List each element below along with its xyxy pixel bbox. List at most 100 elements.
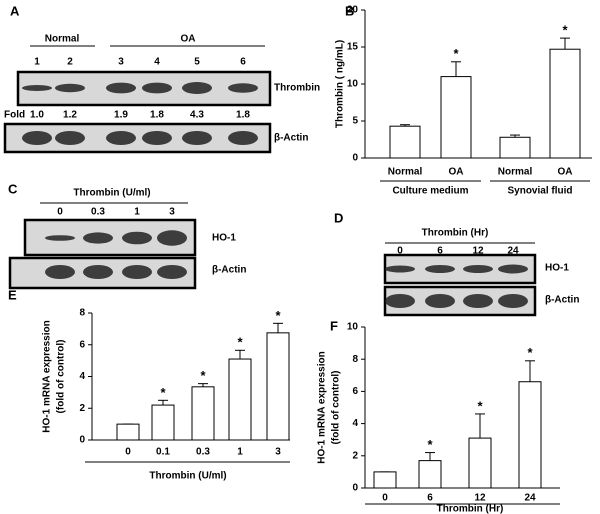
panel-label: C	[8, 181, 18, 196]
row-label: Thrombin	[274, 83, 320, 94]
fold-label: Fold	[4, 110, 25, 121]
panel-label: B	[345, 3, 354, 18]
blot-title: Thrombin (U/ml)	[73, 188, 150, 199]
significance: *	[237, 335, 243, 350]
x-tick-label: 0.1	[156, 447, 170, 458]
lane-label: 2	[67, 57, 73, 68]
y-tick-label: 15	[347, 42, 359, 53]
x-axis-label: Thrombin (U/ml)	[149, 471, 226, 482]
band	[142, 82, 172, 94]
significance: *	[477, 398, 483, 413]
band	[228, 131, 258, 145]
y-tick-label: 2	[352, 450, 358, 461]
band	[22, 131, 52, 145]
y-tick-label: 10	[347, 79, 359, 90]
significance: *	[160, 385, 166, 400]
bar	[373, 471, 397, 489]
band	[55, 131, 85, 145]
x-tick-label: 24	[524, 493, 536, 504]
group-label: Culture medium	[392, 186, 468, 197]
significance: *	[200, 368, 206, 383]
band	[498, 294, 528, 308]
lane-label: 4	[154, 57, 160, 68]
bar	[468, 437, 492, 489]
row-label: β-Actin	[212, 265, 246, 276]
group-label: Normal	[45, 34, 80, 45]
y-axis-label: (fold of control)	[331, 371, 342, 445]
x-tick-label: 3	[275, 447, 281, 458]
bar	[228, 358, 252, 441]
significance: *	[527, 345, 533, 360]
x-tick-label: 0	[125, 447, 131, 458]
band	[157, 265, 187, 279]
fold-value: 4.3	[190, 110, 204, 121]
panel-label: A	[10, 3, 20, 18]
bar	[499, 136, 531, 159]
significance: *	[427, 437, 433, 452]
panel-label: D	[334, 210, 343, 225]
bar	[549, 48, 581, 159]
y-axis-label: Thrombin ( ng/mL)	[335, 40, 346, 128]
significance: *	[275, 308, 281, 323]
fold-value: 1.8	[236, 110, 250, 121]
lane-label: 0	[57, 207, 63, 218]
lane-label: 6	[240, 57, 246, 68]
lane-label: 0.3	[91, 207, 105, 218]
band	[122, 231, 152, 245]
x-tick-label: 0.3	[196, 447, 210, 458]
x-tick-label: 12	[474, 493, 486, 504]
band	[83, 232, 113, 244]
y-axis-label: HO-1 mRNA expression	[42, 320, 53, 432]
lane-label: 1	[34, 57, 40, 68]
bar	[518, 381, 542, 489]
x-tick-label: Normal	[498, 167, 533, 178]
row-label: β-Actin	[274, 133, 308, 144]
lane-label: 1	[134, 207, 140, 218]
band	[45, 265, 75, 279]
x-tick-label: OA	[558, 167, 573, 178]
group-label: Synovial fluid	[507, 186, 572, 197]
band	[385, 265, 415, 273]
fold-value: 1.0	[30, 110, 44, 121]
band	[463, 265, 493, 273]
bar	[440, 76, 472, 159]
x-axis-label: Thrombin (Hr)	[437, 504, 504, 514]
x-tick-label: 6	[427, 493, 433, 504]
bar	[116, 423, 140, 441]
row-label: β-Actin	[545, 295, 579, 306]
y-tick-label: 5	[352, 116, 358, 127]
y-tick-label: 10	[347, 322, 359, 333]
band	[463, 294, 493, 308]
lane-label: 5	[194, 57, 200, 68]
y-tick-label: 20	[347, 5, 359, 16]
y-axis-label: (fold of control)	[56, 340, 67, 414]
band	[45, 235, 75, 241]
lane-label: 3	[169, 207, 175, 218]
band	[425, 294, 455, 308]
y-tick-label: 4	[352, 418, 358, 429]
band	[122, 265, 152, 279]
lane-label: 6	[437, 246, 443, 257]
fold-value: 1.8	[150, 110, 164, 121]
bar	[151, 404, 175, 441]
blot-title: Thrombin (Hr)	[422, 228, 489, 239]
y-tick-label: 2	[79, 403, 85, 414]
y-tick-label: 0	[352, 483, 358, 494]
x-tick-label: OA	[449, 167, 464, 178]
band	[83, 265, 113, 279]
band	[142, 131, 172, 145]
band	[182, 131, 212, 145]
panel-label: F	[330, 318, 338, 333]
significance: *	[562, 23, 568, 38]
band	[106, 131, 136, 145]
y-tick-label: 0	[79, 435, 85, 446]
band	[228, 83, 258, 93]
group-label: OA	[181, 34, 196, 45]
lane-label: 12	[472, 246, 484, 257]
x-tick-label: 1	[237, 447, 243, 458]
y-tick-label: 6	[352, 386, 358, 397]
band	[157, 230, 187, 246]
band	[106, 82, 136, 94]
x-tick-label: Normal	[388, 167, 423, 178]
